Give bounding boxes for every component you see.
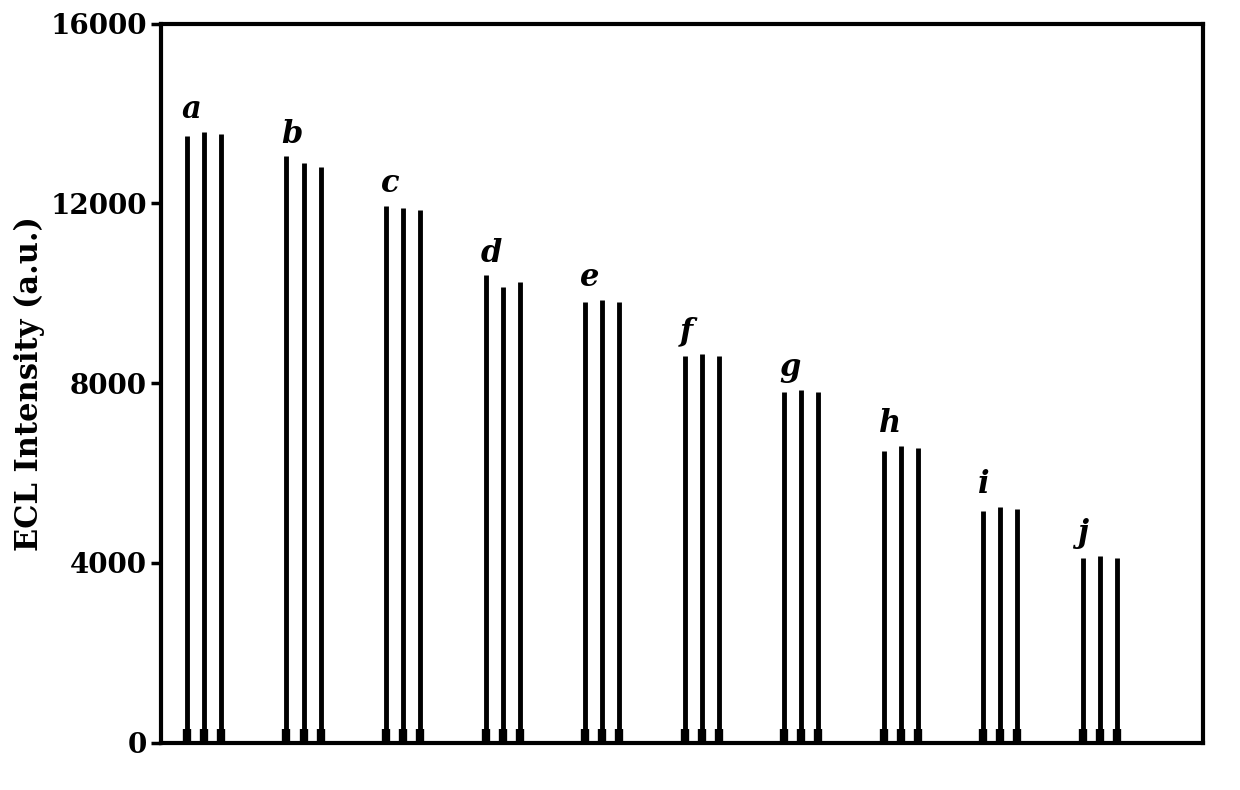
Text: e: e [580, 262, 599, 293]
Text: a: a [182, 94, 202, 125]
Text: g: g [779, 352, 800, 383]
Text: c: c [381, 168, 399, 199]
Text: h: h [878, 408, 900, 439]
Text: b: b [281, 118, 303, 149]
Text: i: i [978, 469, 990, 500]
Text: f: f [680, 316, 693, 348]
Text: j: j [1078, 518, 1089, 549]
Y-axis label: ECL Intensity (a.u.): ECL Intensity (a.u.) [14, 216, 45, 551]
Text: d: d [480, 238, 502, 269]
